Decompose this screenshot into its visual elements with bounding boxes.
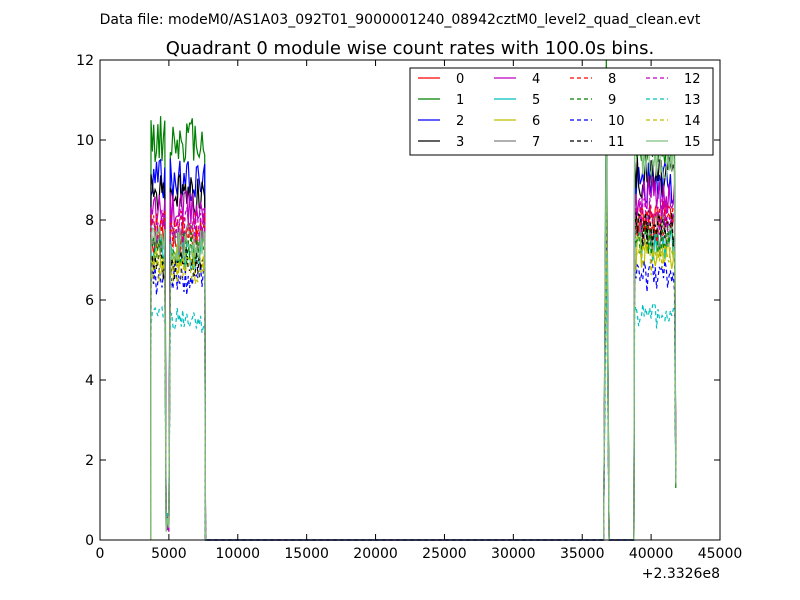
legend-label-0: 0: [456, 72, 464, 87]
legend-label-2: 2: [456, 114, 464, 129]
legend-label-8: 8: [608, 72, 616, 87]
legend-label-5: 5: [532, 93, 540, 108]
x-tick-label: 15000: [284, 546, 329, 562]
legend-label-12: 12: [684, 72, 701, 87]
series-line-7: [150, 155, 677, 541]
y-tick-label: 2: [85, 453, 94, 469]
series-line-8: [150, 156, 677, 541]
x-tick-label: 40000: [629, 546, 674, 562]
chart-title: Quadrant 0 module wise count rates with …: [166, 38, 655, 59]
legend-label-7: 7: [532, 135, 540, 150]
series-line-6: [150, 199, 677, 541]
series-line-10: [150, 220, 677, 541]
series-line-11: [150, 153, 677, 541]
legend-label-3: 3: [456, 135, 464, 150]
series-line-14: [150, 196, 677, 541]
axis-ticks: 0 5000 10000 15000 20000 25000 30000 35000 40000…: [76, 53, 742, 562]
legend-label-10: 10: [608, 114, 625, 129]
y-tick-label: 12: [76, 53, 94, 69]
series-line-5: [150, 179, 677, 541]
series-line-13: [150, 250, 677, 541]
x-tick-label: 5000: [151, 546, 187, 562]
suptitle: Data file: modeM0/AS1A03_092T01_90000012…: [100, 12, 701, 28]
x-tick-label: 10000: [216, 546, 261, 562]
series-line-12: [150, 144, 677, 541]
legend-label-13: 13: [684, 93, 701, 108]
x-tick-label: 45000: [698, 546, 743, 562]
legend-label-4: 4: [532, 72, 540, 87]
y-tick-label: 0: [85, 533, 94, 549]
x-tick-label: 35000: [560, 546, 605, 562]
series-line-0: [150, 170, 677, 541]
y-tick-label: 4: [85, 373, 94, 389]
x-tick-label: 0: [96, 546, 105, 562]
x-tick-label: 25000: [422, 546, 467, 562]
y-tick-label: 6: [85, 293, 94, 309]
series-line-3: [150, 118, 677, 541]
series-line-4: [150, 140, 677, 541]
series-line-2: [150, 130, 677, 541]
legend-label-1: 1: [456, 93, 464, 108]
legend-box: [409, 67, 714, 156]
legend-label-11: 11: [608, 135, 625, 150]
y-tick-label: 10: [76, 133, 94, 149]
x-tick-label: 20000: [353, 546, 398, 562]
legend-label-15: 15: [684, 135, 701, 150]
legend-label-6: 6: [532, 114, 540, 129]
series-line-15: [150, 101, 677, 541]
legend-label-14: 14: [684, 114, 701, 129]
legend-label-9: 9: [608, 93, 616, 108]
y-tick-label: 8: [85, 213, 94, 229]
series-line-9: [150, 165, 677, 541]
x-offset-label: +2.3326e8: [642, 566, 720, 582]
x-tick-label: 30000: [491, 546, 536, 562]
